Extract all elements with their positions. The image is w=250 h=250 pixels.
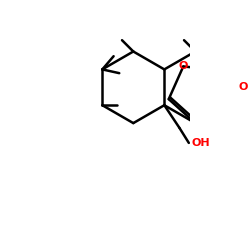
Text: O: O [239,82,248,92]
Text: O: O [178,62,188,72]
Text: OH: OH [192,138,210,148]
